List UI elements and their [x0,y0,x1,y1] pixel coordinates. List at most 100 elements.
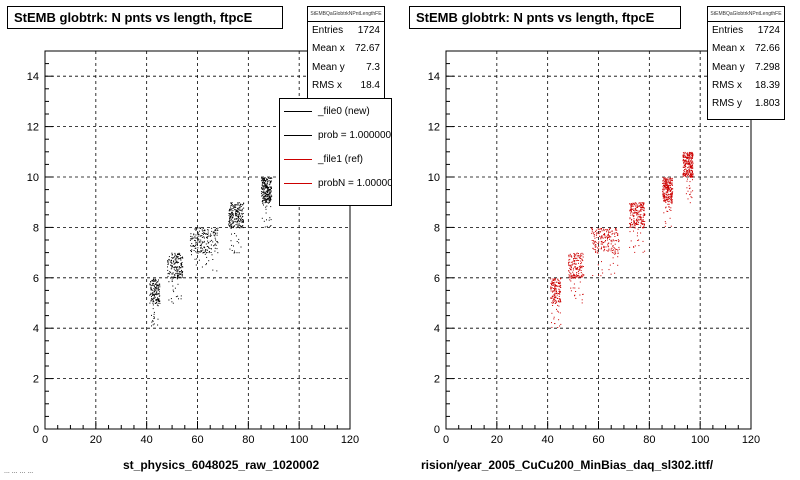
data-point [671,203,673,205]
data-point [158,300,159,302]
stats-label: Entries [712,25,744,36]
data-point [668,188,670,190]
data-point [268,202,270,204]
data-point [581,267,583,269]
data-point [179,255,181,256]
data-point [171,262,173,264]
data-point [666,185,668,186]
data-point [214,229,216,231]
data-point [265,187,266,189]
data-point [689,170,691,172]
data-point [201,250,203,252]
data-point [168,281,170,283]
data-point [642,206,644,207]
data-point [268,197,270,199]
data-point [689,202,691,204]
data-point [671,199,673,201]
data-point [236,241,238,242]
data-point [240,206,242,207]
legend-swatch [284,182,312,184]
data-point [632,215,634,216]
data-point [237,204,239,206]
data-point [668,178,670,180]
data-point [667,211,669,212]
data-point [637,219,639,221]
data-point [582,256,584,258]
data-point [638,239,640,241]
data-point [152,283,153,285]
x-tick-label: 60 [191,434,203,446]
legend-label: _file1 (ref) [318,153,364,165]
data-point [261,185,263,187]
data-point [665,201,667,203]
data-point [629,210,631,212]
data-point [263,189,265,191]
data-point [181,266,183,268]
data-point [239,225,241,226]
data-point [261,201,263,202]
data-point [268,194,270,196]
data-point [239,216,241,218]
data-point [636,214,638,216]
data-point [155,290,157,292]
data-point [688,175,690,177]
data-point [692,164,694,166]
data-point [598,245,600,247]
data-point [637,207,638,208]
data-point [167,269,169,271]
data-point [238,220,240,222]
y-tick-label: 8 [33,222,39,234]
data-point [200,244,202,246]
data-point [234,205,236,207]
data-point [664,225,666,227]
data-point [579,294,581,296]
data-point [629,203,631,205]
data-point [267,191,269,193]
data-point [578,260,580,261]
data-point [153,323,155,325]
data-point [167,260,169,262]
data-point [684,160,686,161]
data-point [156,284,158,286]
data-point [598,228,600,230]
data-point [578,253,579,255]
data-point [617,233,619,235]
data-point [230,210,232,212]
stats-label: Mean x [312,43,345,55]
data-point [159,300,161,302]
data-point [231,250,233,251]
data-point [172,277,174,279]
data-point [581,302,583,304]
data-point [216,232,218,234]
data-point [664,177,666,179]
data-point [551,322,552,324]
data-point [241,217,242,219]
data-point [600,243,602,245]
data-point [242,216,243,218]
data-point [692,153,694,155]
data-point [176,278,178,280]
data-point [153,288,155,290]
data-point [603,228,605,230]
data-point [205,233,207,235]
data-point [235,235,237,237]
data-point [174,262,176,264]
data-point [197,232,199,234]
data-point [572,261,573,263]
data-point [616,229,618,231]
data-point [152,302,154,304]
data-point [193,250,195,251]
data-point [151,295,152,297]
data-point [577,271,579,272]
data-point [615,240,617,241]
data-point [181,274,183,276]
data-point [173,263,175,265]
data-point [591,231,593,233]
data-point [158,289,160,291]
data-point [641,205,643,207]
data-point [192,245,194,247]
data-point [235,221,237,223]
y-tick-label: 10 [428,172,440,184]
data-point [177,276,178,278]
data-point [686,153,688,155]
